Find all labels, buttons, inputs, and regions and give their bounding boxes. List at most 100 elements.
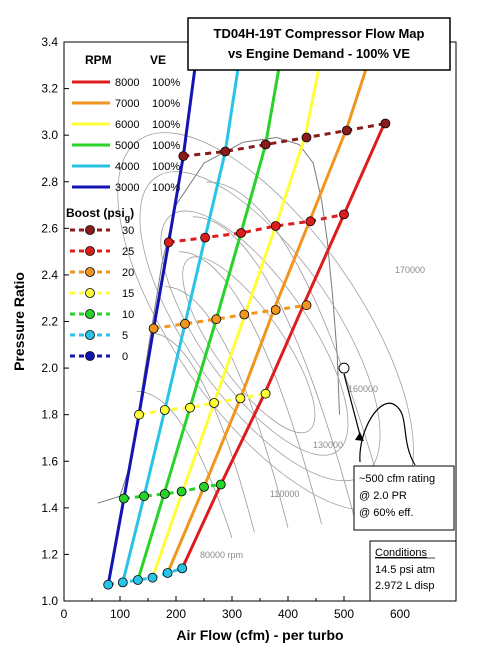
x-tick-label: 600 — [390, 607, 410, 621]
y-tick-label: 2.0 — [41, 361, 58, 375]
legend-boost-label: 20 — [122, 267, 134, 279]
data-markers — [103, 118, 391, 590]
annotation-curve — [359, 402, 416, 466]
legend-boost-marker — [85, 225, 95, 235]
annotation-arrowhead — [355, 432, 364, 441]
speed-line — [206, 181, 390, 518]
chart-title: TD04H-19T Compressor Flow Map — [214, 26, 425, 41]
y-tick-label: 1.0 — [41, 594, 58, 608]
contour-label: 160000 — [348, 384, 378, 394]
y-tick-label: 3.2 — [41, 82, 58, 96]
x-tick-label: 300 — [222, 607, 242, 621]
legend-rpm-label: 8000 — [115, 77, 139, 89]
legend-rpm-label: 5000 — [115, 140, 139, 152]
y-tick-label: 1.2 — [41, 547, 58, 561]
y-tick-label: 1.6 — [41, 454, 58, 468]
boost-point-25 — [236, 228, 246, 238]
efficiency-island — [182, 256, 316, 434]
conditions-box — [369, 540, 457, 602]
y-tick-label: 2.6 — [41, 221, 58, 235]
boost-point-5 — [177, 563, 188, 574]
x-tick-label: 200 — [166, 607, 186, 621]
chart-title-box: TD04H-19T Compressor Flow Map vs Engine … — [187, 17, 451, 71]
legend-boost-label: 5 — [122, 330, 128, 342]
rating-point — [338, 362, 350, 374]
boost-point-10 — [119, 493, 129, 504]
x-tick-label: 500 — [334, 607, 354, 621]
legend-ve-label: 100% — [152, 182, 180, 194]
x-tick-label: 100 — [110, 607, 130, 621]
boost-point-5 — [132, 575, 143, 585]
legend-boost-label: 30 — [122, 225, 134, 237]
y-tick-label: 3.4 — [41, 35, 58, 49]
legend-ve-label: 100% — [152, 77, 180, 89]
conditions-heading: Conditions — [375, 547, 427, 559]
legend-boost-marker — [85, 246, 95, 256]
y-tick-label: 1.4 — [41, 501, 58, 515]
boost-point-20 — [239, 309, 250, 320]
y-tick-label: 2.2 — [41, 315, 58, 329]
boost-point-5 — [117, 577, 128, 588]
boost-point-15 — [185, 402, 195, 413]
y-tick-label: 3.0 — [41, 128, 58, 142]
contour-label: 110000 — [270, 489, 299, 499]
boost-line-30 — [183, 122, 386, 158]
legend-ve-label: 100% — [152, 140, 180, 152]
legend-rpm-label: 3000 — [115, 182, 139, 194]
annotation-arrow — [343, 373, 361, 436]
legend-rpm-label: 7000 — [115, 98, 139, 110]
annotation-line: ~500 cfm rating — [359, 473, 435, 485]
boost-point-15 — [134, 409, 144, 420]
boost-header-text: Boost (psi — [66, 206, 125, 220]
boost-point-15 — [235, 393, 246, 404]
legend-rpm-label: 6000 — [115, 119, 139, 131]
boost-point-5 — [162, 568, 173, 578]
axes: 0 100 200 300 400 500 600 1.0 1.2 1.4 1.6 1.8 2.0 2.2… — [11, 35, 457, 643]
legend-ve-label: 100% — [152, 161, 180, 173]
legend-boost-marker — [85, 309, 95, 319]
boost-point-15 — [260, 388, 271, 399]
rpm-line-8000 — [180, 120, 387, 570]
boost-point-10 — [199, 481, 209, 492]
legend-boost-marker — [85, 330, 95, 340]
boost-point-10 — [139, 491, 150, 502]
efficiency-island — [160, 210, 349, 456]
boost-point-20 — [148, 323, 159, 334]
boost-point-30 — [341, 125, 352, 136]
legend-boost-marker — [85, 288, 95, 298]
speed-line — [192, 216, 356, 521]
boost-legend-header: Boost (psig) — [66, 206, 134, 223]
contour-label: 170000 — [395, 265, 425, 275]
legend-boost-marker — [85, 351, 95, 361]
boost-point-25 — [200, 232, 211, 243]
y-tick-label: 2.4 — [41, 268, 58, 282]
boost-point-25 — [163, 237, 174, 248]
annotation-line: @ 60% eff. — [359, 507, 413, 519]
y-tick-label: 2.8 — [41, 175, 58, 189]
boost-point-15 — [209, 398, 220, 408]
boost-point-25 — [339, 209, 349, 220]
boost-header-close: ) — [130, 206, 134, 220]
y-tick-label: 1.8 — [41, 408, 58, 422]
boost-point-5 — [103, 579, 114, 590]
boost-point-20 — [301, 300, 312, 311]
boost-point-15 — [159, 405, 170, 415]
boost-header-subscript: g — [125, 213, 131, 223]
x-axis-title: Air Flow (cfm) - per turbo — [176, 627, 343, 643]
annotation-line: @ 2.0 PR — [359, 490, 407, 502]
boost-point-25 — [270, 221, 281, 231]
boost-point-10 — [215, 479, 226, 490]
boost-point-30 — [301, 132, 312, 143]
ve-legend-header: VE — [150, 53, 166, 67]
x-tick-label: 400 — [278, 607, 298, 621]
legend-boost-label: 0 — [122, 351, 128, 363]
legend-boost-label: 25 — [122, 246, 134, 258]
contour-label: 130000 — [313, 440, 343, 450]
legend-boost-label: 15 — [122, 288, 134, 300]
legend-boost-marker — [85, 267, 95, 277]
speed-line — [178, 251, 322, 525]
legend-rpm-label: 4000 — [115, 161, 139, 173]
chart-subtitle: vs Engine Demand - 100% VE — [228, 46, 410, 61]
legend: RPM VE 8000 100% 7000 100% 6000 100% 5000 100% 400… — [66, 53, 180, 363]
